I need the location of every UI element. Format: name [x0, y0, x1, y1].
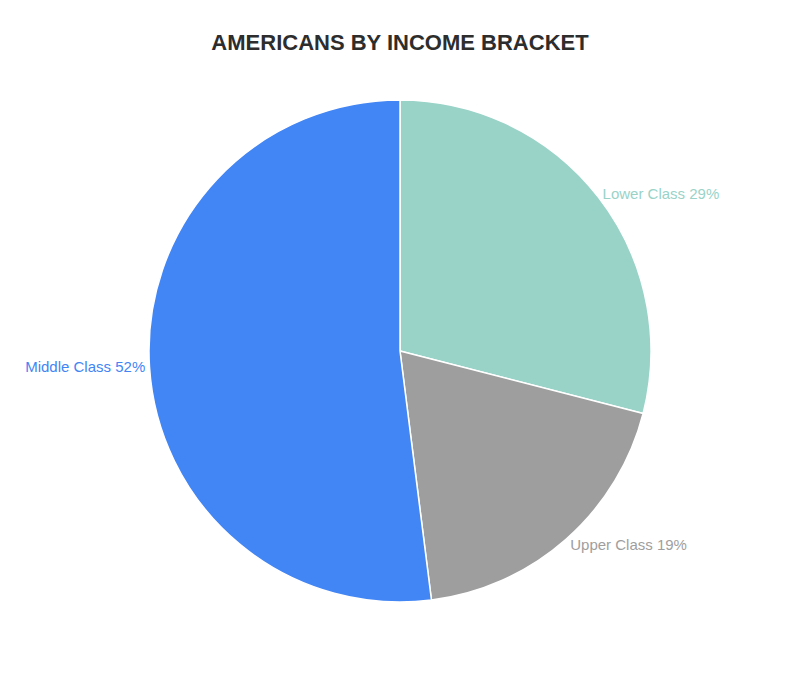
svg-text:Lower Class 29%: Lower Class 29%: [603, 185, 720, 202]
svg-text:AMERICANS BY INCOME BRACKET: AMERICANS BY INCOME BRACKET: [211, 30, 589, 55]
svg-text:Upper Class 19%: Upper Class 19%: [570, 536, 687, 553]
svg-text:Middle Class 52%: Middle Class 52%: [25, 358, 145, 375]
